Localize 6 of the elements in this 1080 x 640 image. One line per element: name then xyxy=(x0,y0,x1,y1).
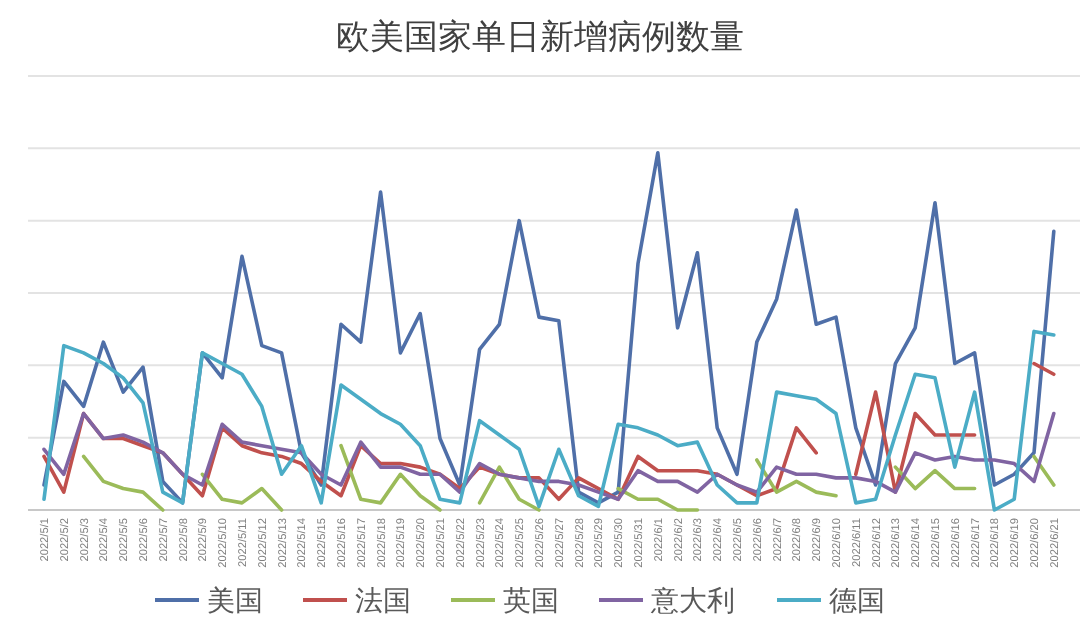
legend-label: 意大利 xyxy=(649,584,735,616)
legend-label: 英国 xyxy=(503,584,559,616)
chart-title: 欧美国家单日新增病例数量 xyxy=(336,18,744,56)
legend-label: 美国 xyxy=(207,584,263,616)
legend-label: 德国 xyxy=(829,584,885,616)
legend-label: 法国 xyxy=(355,584,411,616)
